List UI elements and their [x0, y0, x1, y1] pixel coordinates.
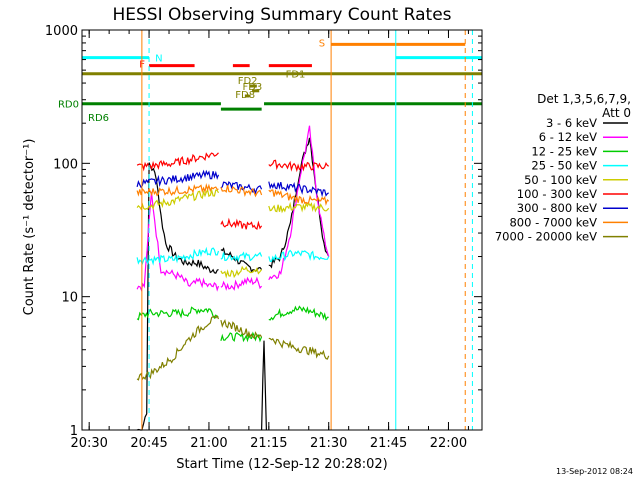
chart-title: HESSI Observing Summary Count Rates	[112, 5, 451, 25]
x-tick-label-5: 21:45	[370, 436, 407, 451]
series-line-6-segment-0	[136, 169, 220, 189]
series-line-6-segment-2	[268, 181, 329, 198]
legend-title-line-1: Det 1,3,5,6,7,9,	[537, 92, 631, 106]
legend-label-6: 300 - 800 keV	[517, 201, 597, 215]
series-line-3-segment-2	[268, 249, 330, 263]
series-line-5-segment-1	[220, 217, 263, 231]
y-tick-label-3: 1000	[45, 24, 78, 39]
series-line-2-segment-2	[268, 305, 329, 322]
series-line-2-segment-0	[136, 306, 219, 321]
series-layer	[136, 125, 330, 431]
legend-label-7: 800 - 7000 keV	[509, 215, 597, 229]
series-line-4-segment-0	[136, 188, 220, 211]
timestamp: 13-Sep-2012 08:24	[556, 467, 633, 476]
legend-label-4: 50 - 100 keV	[524, 173, 597, 187]
x-tick-label-3: 21:15	[250, 436, 287, 451]
series-line-4-segment-1	[220, 265, 263, 279]
x-tick-label-2: 21:00	[190, 436, 227, 451]
y-tick-label-2: 100	[53, 157, 78, 172]
legend-label-3: 25 - 50 keV	[531, 159, 597, 173]
series-line-1-segment-0	[136, 191, 220, 292]
series-line-1-segment-2	[268, 125, 330, 281]
series-line-8-segment-2	[268, 337, 330, 360]
series-line-5-segment-0	[136, 152, 219, 172]
legend-label-8: 7000 - 20000 keV	[495, 230, 597, 244]
series-line-0-segment-2	[261, 340, 267, 431]
series-line-4-segment-2	[268, 201, 330, 214]
flag-label-rd0: RD0	[58, 100, 79, 111]
series-line-3-segment-0	[136, 246, 220, 266]
series-line-7-segment-1	[220, 185, 263, 198]
flag-label-s: S	[319, 38, 325, 49]
x-tick-label-4: 21:30	[310, 436, 347, 451]
flag-label-fd1: FD1	[286, 70, 306, 81]
x-axis-label: Start Time (12-Sep-12 20:28:02)	[176, 457, 387, 472]
y-tick-label-0: 1	[70, 424, 78, 439]
flag-label-fd2: FD2	[238, 76, 258, 87]
x-tick-label-0: 20:30	[70, 436, 107, 451]
vertical-markers-layer	[141, 30, 473, 430]
series-line-1-segment-1	[220, 276, 263, 291]
series-line-7-segment-2	[268, 189, 330, 206]
x-tick-label-1: 20:45	[130, 436, 167, 451]
x-tick-label-6: 22:00	[430, 436, 467, 451]
flag-label-n: N	[155, 54, 162, 65]
series-line-7-segment-0	[136, 182, 219, 197]
legend-label-5: 100 - 300 keV	[517, 187, 597, 201]
series-line-5-segment-2	[268, 159, 330, 173]
series-line-8-segment-1	[220, 319, 263, 340]
flag-label-fd3: FD3	[242, 82, 262, 93]
plot-frame	[81, 29, 483, 431]
flag-label-rd6: RD6	[88, 113, 109, 124]
legend-title-line-2: Att 0	[602, 106, 631, 120]
y-tick-label-1: 10	[61, 291, 78, 306]
flag-label-fd8: FD8	[235, 90, 255, 101]
series-line-8-segment-0	[136, 314, 220, 381]
legend-label-1: 6 - 12 keV	[539, 130, 597, 144]
legend-label-2: 12 - 25 keV	[531, 144, 597, 158]
axes-layer: 1 10 100 1000 20:30 20:45 21:00 21:15 21:30 21:45…	[45, 24, 483, 451]
series-line-3-segment-1	[220, 251, 263, 263]
y-axis-label: Count Rate (s⁻¹ detector⁻¹)	[22, 139, 37, 316]
legend-label-0: 3 - 6 keV	[546, 116, 597, 130]
